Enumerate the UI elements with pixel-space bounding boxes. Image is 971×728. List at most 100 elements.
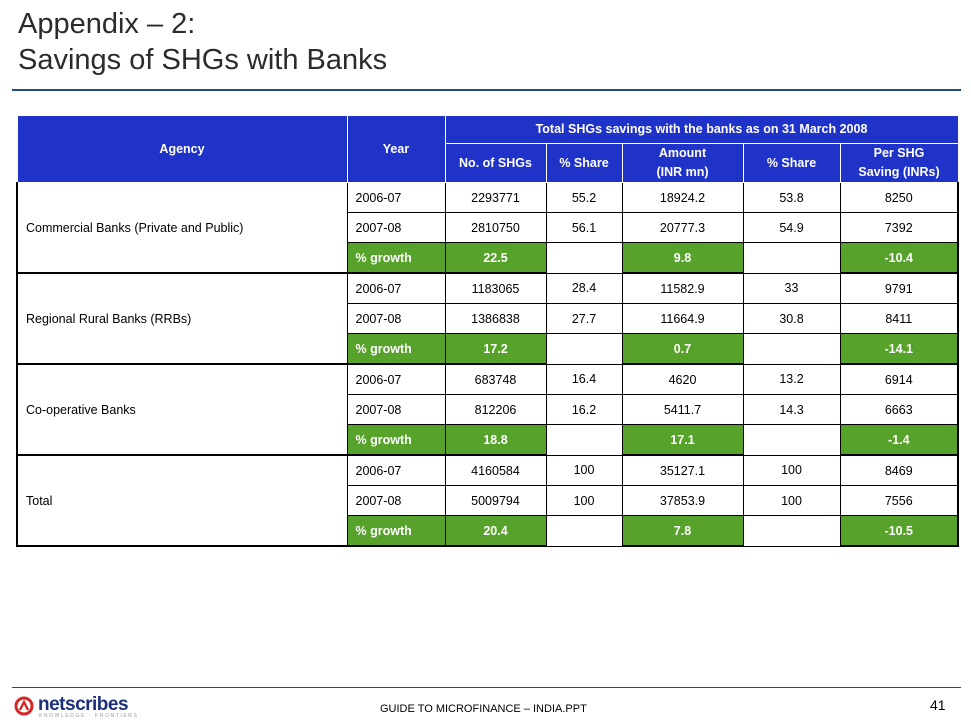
value-cell: 812206 [445, 394, 547, 425]
value-cell: 30.8 [743, 303, 841, 334]
value-cell: 8411 [840, 303, 960, 334]
netscribes-logo-icon [14, 696, 34, 716]
year-cell: 2007-08 [347, 394, 446, 425]
growth-value: 20.4 [445, 515, 547, 547]
growth-label: % growth [347, 333, 446, 365]
growth-value: 17.1 [622, 424, 744, 456]
growth-row: % growth 17.2 0.7 -14.1 [17, 333, 960, 365]
agency-cell: Co-operative Banks [16, 364, 348, 456]
table-row: Regional Rural Banks (RRBs) 2006-07 118306… [16, 273, 960, 365]
growth-value: 9.8 [622, 242, 744, 274]
value-cell: 54.9 [743, 212, 841, 243]
growth-row: % growth 20.4 7.8 -10.5 [17, 515, 960, 547]
header-column-label: % Share [766, 155, 817, 170]
header-column-label: Amount [658, 146, 707, 160]
growth-row: % growth 22.5 9.8 -10.4 [17, 242, 960, 274]
logo-tagline: KNOWLEDGE · FRONTIERS [39, 713, 139, 719]
year-cell: 2007-08 [347, 212, 446, 243]
agency-cell: Regional Rural Banks (RRBs) [16, 273, 348, 365]
header-agency: Agency [16, 115, 348, 183]
empty-cell [546, 242, 623, 274]
table-row: Total 2006-07 4160584 100 35127.1 100 8469 [16, 455, 960, 547]
value-cell: 13.2 [743, 364, 841, 395]
value-cell: 16.4 [546, 364, 623, 395]
footer-divider [12, 687, 961, 688]
value-cell: 11664.9 [622, 303, 744, 334]
page-title: Appendix – 2: Savings of SHGs with Banks [18, 6, 387, 78]
page-title-line2: Savings of SHGs with Banks [18, 44, 388, 76]
value-cell: 37853.9 [622, 485, 744, 516]
value-cell: 35127.1 [622, 455, 744, 486]
value-cell: 28.4 [546, 273, 623, 304]
value-cell: 9791 [840, 273, 960, 304]
value-cell: 16.2 [546, 394, 623, 425]
header-column-label: Per SHG [873, 146, 925, 160]
table-row: 2007-08 2810750 56.1 20777.3 54.9 7392 [17, 212, 960, 243]
empty-cell [546, 515, 623, 547]
netscribes-logo: netscribes KNOWLEDGE · FRONTIERS [14, 694, 137, 720]
growth-value: -14.1 [840, 333, 960, 365]
agency-cell: Commercial Banks (Private and Public) [16, 182, 348, 274]
value-cell: 2810750 [445, 212, 547, 243]
empty-cell [743, 333, 841, 365]
value-cell: 8250 [840, 182, 960, 213]
growth-label: % growth [347, 242, 446, 274]
value-cell: 4160584 [445, 455, 547, 486]
value-cell: 6663 [840, 394, 960, 425]
value-cell: 1183065 [445, 273, 547, 304]
header-column: No. of SHGs [444, 143, 547, 183]
value-cell: 27.7 [546, 303, 623, 334]
header-column-label: No. of SHGs [459, 155, 532, 170]
growth-value: -10.5 [840, 515, 960, 547]
value-cell: 7392 [840, 212, 960, 243]
page-title-line1: Appendix – 2: [18, 8, 196, 40]
value-cell: 5009794 [445, 485, 547, 516]
empty-cell [743, 424, 841, 456]
value-cell: 20777.3 [622, 212, 744, 243]
header-column: Amount (INR mn) [621, 143, 744, 183]
value-cell: 2293771 [445, 182, 547, 213]
value-cell: 18924.2 [622, 182, 744, 213]
year-cell: 2007-08 [347, 303, 446, 334]
value-cell: 683748 [445, 364, 547, 395]
header-group: Total SHGs savings with the banks as on … [444, 115, 959, 144]
growth-value: 7.8 [622, 515, 744, 547]
page-number: 41 [930, 697, 946, 713]
growth-value: -1.4 [840, 424, 960, 456]
value-cell: 56.1 [546, 212, 623, 243]
value-cell: 7556 [840, 485, 960, 516]
growth-value: -10.4 [840, 242, 960, 274]
value-cell: 11582.9 [622, 273, 744, 304]
growth-value: 22.5 [445, 242, 547, 274]
growth-label: % growth [347, 424, 446, 456]
table-row: 2007-08 5009794 100 37853.9 100 7556 [17, 485, 960, 516]
header-column-label-line2: (INR mn) [656, 165, 709, 179]
growth-value: 0.7 [622, 333, 744, 365]
shg-savings-table: Agency Year Total SHGs savings with the … [16, 115, 960, 547]
empty-cell [546, 333, 623, 365]
value-cell: 100 [546, 485, 623, 516]
value-cell: 100 [743, 455, 841, 486]
agency-cell: Total [16, 455, 348, 547]
header-year: Year [346, 115, 446, 183]
header-column: % Share [742, 143, 841, 183]
logo-text: netscribes [38, 694, 129, 715]
header-column-label-line2: Saving (INRs) [858, 165, 940, 179]
value-cell: 55.2 [546, 182, 623, 213]
value-cell: 8469 [840, 455, 960, 486]
value-cell: 4620 [622, 364, 744, 395]
year-cell: 2006-07 [347, 273, 446, 304]
growth-value: 17.2 [445, 333, 547, 365]
table-row: 2007-08 1386838 27.7 11664.9 30.8 8411 [17, 303, 960, 334]
header-column-label: % Share [559, 155, 609, 170]
year-cell: 2006-07 [347, 455, 446, 486]
year-cell: 2006-07 [347, 182, 446, 213]
table-row: Co-operative Banks 2006-07 683748 16.4 4620 1… [16, 364, 960, 456]
year-cell: 2006-07 [347, 364, 446, 395]
header-column: % Share [545, 143, 623, 183]
value-cell: 53.8 [743, 182, 841, 213]
growth-row: % growth 18.8 17.1 -1.4 [17, 424, 960, 456]
value-cell: 100 [546, 455, 623, 486]
value-cell: 1386838 [445, 303, 547, 334]
table-row: Commercial Banks (Private and Public) 200… [16, 182, 960, 274]
